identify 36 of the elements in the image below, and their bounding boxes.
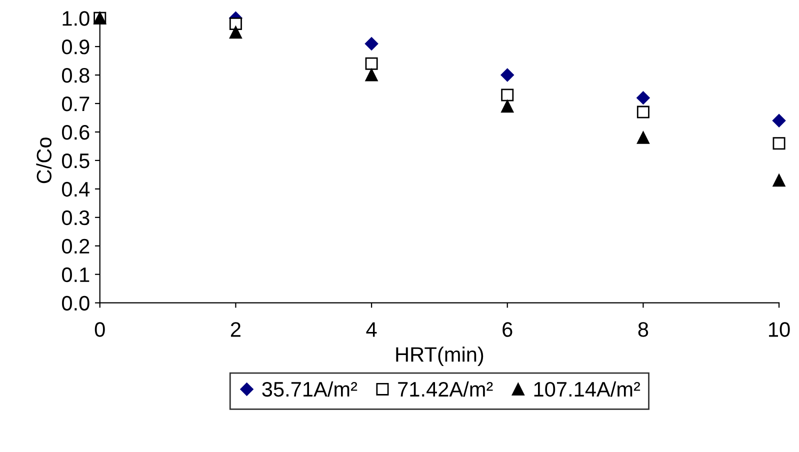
legend-label: 71.42A/m² xyxy=(398,381,493,397)
x-tick-label: 0 xyxy=(94,322,105,337)
x-tick-label: 8 xyxy=(638,322,648,337)
x-tick-label: 10 xyxy=(769,322,790,337)
y-tick-label: 0.4 xyxy=(62,182,90,197)
y-tick-label: 0.7 xyxy=(62,96,90,112)
y-tick-label: 0.6 xyxy=(62,124,90,140)
point xyxy=(772,137,786,150)
y-tick-label: 0.1 xyxy=(62,267,90,282)
y-axis-title: C/Co xyxy=(36,138,52,184)
x-tick-label: 4 xyxy=(366,322,377,337)
y-tick-label: 0.3 xyxy=(62,210,90,226)
point xyxy=(364,37,378,50)
point xyxy=(500,68,514,82)
point xyxy=(636,131,650,144)
point xyxy=(501,100,514,113)
x-axis-title: HRT(min) xyxy=(396,346,484,366)
y-tick-label: 0.9 xyxy=(62,40,90,54)
legend-label: 35.71A/m² xyxy=(262,381,358,397)
point xyxy=(772,114,786,128)
point xyxy=(772,174,786,187)
point xyxy=(636,106,650,118)
legend-label: 107.14A/m² xyxy=(534,381,640,397)
point xyxy=(636,91,650,104)
point xyxy=(365,57,378,70)
x-tick-label: 6 xyxy=(502,322,512,337)
point xyxy=(365,68,378,82)
y-tick-label: 0.2 xyxy=(62,238,90,254)
y-tick-label: 0.8 xyxy=(62,68,90,83)
y-tick-label: 0.0 xyxy=(62,296,90,311)
point xyxy=(229,26,242,39)
y-tick-label: 0.5 xyxy=(62,153,90,168)
x-tick-label: 2 xyxy=(230,322,240,337)
point xyxy=(501,88,514,102)
y-tick-label: 1.0 xyxy=(62,11,90,26)
point xyxy=(229,18,242,30)
